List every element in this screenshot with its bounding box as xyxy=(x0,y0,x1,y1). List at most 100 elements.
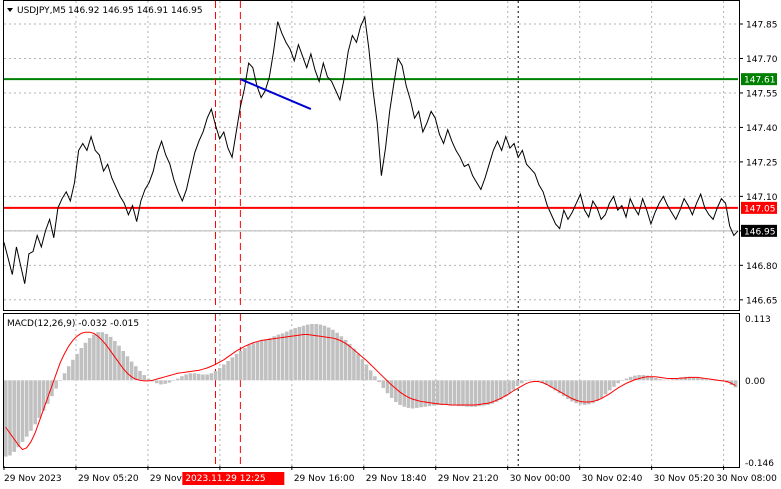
level-tag-bg xyxy=(741,201,777,214)
macd-bar xyxy=(213,370,218,381)
macd-bar xyxy=(377,380,381,383)
price-tick-label: 147.70 xyxy=(746,55,778,65)
price-tick-label: 147.25 xyxy=(746,158,778,168)
macd-bar xyxy=(188,373,193,381)
macd-bar xyxy=(507,380,511,394)
macd-bar xyxy=(314,323,318,381)
macd-bar xyxy=(100,332,105,381)
time-tick-label: 30 Nov 08:00 xyxy=(716,474,777,484)
price-tick-label: 146.65 xyxy=(746,296,778,306)
macd-bar xyxy=(436,380,440,405)
macd-bar xyxy=(662,379,667,381)
macd-bar xyxy=(486,380,490,405)
macd-bar xyxy=(121,350,126,381)
macd-bar xyxy=(666,379,671,381)
macd-bar xyxy=(293,328,297,381)
macd-bar xyxy=(419,380,423,408)
macd-bar xyxy=(352,348,356,381)
macd-bar xyxy=(54,380,58,389)
macd-bar xyxy=(637,375,641,381)
macd-bar xyxy=(394,380,398,403)
macd-bar xyxy=(71,359,75,381)
macd-bar xyxy=(339,336,344,381)
macd-bar xyxy=(8,380,12,456)
macd-bar xyxy=(566,380,570,400)
macd-bar xyxy=(180,376,184,381)
macd-bar xyxy=(326,327,331,381)
macd-bar xyxy=(687,376,692,381)
macd-bar xyxy=(574,380,578,404)
macd-bar xyxy=(318,324,323,381)
macd-bar xyxy=(733,380,738,388)
macd-bar xyxy=(633,375,637,381)
macd-bar xyxy=(159,380,163,385)
macd-tick-label: -0.146 xyxy=(745,459,774,469)
level-tag-bg xyxy=(741,224,777,237)
macd-bar xyxy=(50,380,54,397)
macd-bar xyxy=(209,373,214,381)
macd-bar xyxy=(205,374,209,381)
macd-bar xyxy=(561,380,566,397)
macd-bar xyxy=(616,380,620,384)
macd-bar xyxy=(595,380,599,401)
macd-bar xyxy=(536,380,541,381)
macd-bar xyxy=(230,357,235,381)
macd-bar xyxy=(712,380,717,381)
macd-axis: 0.113 0.00 -0.146 xyxy=(745,315,774,469)
price-line xyxy=(3,15,739,284)
level-tag-label: 147.05 xyxy=(744,204,776,214)
macd-bar xyxy=(16,380,21,448)
macd-bar xyxy=(280,333,285,381)
macd-bar xyxy=(490,380,495,404)
macd-tick-label: 0.00 xyxy=(745,377,765,387)
time-tick-label: 30 Nov 00:00 xyxy=(510,474,571,484)
macd-bar xyxy=(310,323,314,381)
macd-bar xyxy=(96,332,100,381)
macd-bar xyxy=(285,331,289,381)
time-tick-label: 29 Nov 2023 xyxy=(4,474,62,484)
macd-bar xyxy=(297,326,302,381)
macd-bar xyxy=(331,329,335,381)
symbol-label: USDJPY,M5 xyxy=(17,6,66,16)
macd-bar xyxy=(301,325,306,381)
macd-bar xyxy=(154,380,159,384)
macd-bar xyxy=(683,376,688,381)
macd-bar xyxy=(440,380,444,405)
macd-bar xyxy=(83,342,88,381)
macd-bar xyxy=(620,380,625,381)
macd-bar xyxy=(519,380,524,384)
macd-bar xyxy=(268,338,272,381)
macd-histogram xyxy=(4,323,738,457)
macd-signal-line xyxy=(5,331,736,451)
macd-bar xyxy=(175,378,180,381)
macd-bar xyxy=(12,380,16,452)
macd-bar xyxy=(251,343,256,381)
macd-bar xyxy=(33,380,37,425)
macd-bar xyxy=(184,374,188,381)
price-tick-label: 146.80 xyxy=(746,262,778,272)
macd-bar xyxy=(373,376,377,381)
macd-bar xyxy=(4,380,8,457)
time-tick-label: 29 Nov 16:00 xyxy=(294,474,355,484)
macd-bar xyxy=(415,380,419,408)
macd-bar xyxy=(494,380,499,403)
macd-bar xyxy=(498,380,503,400)
macd-bar xyxy=(272,336,276,381)
macd-bar xyxy=(452,380,457,406)
macd-bar xyxy=(528,379,532,381)
collapse-triangle-icon[interactable] xyxy=(7,8,13,12)
macd-bar xyxy=(654,377,658,381)
macd-bar xyxy=(645,375,650,381)
trendline[interactable] xyxy=(239,78,312,110)
macd-label: MACD(12,26,9) -0.032 -0.015 xyxy=(7,319,139,329)
macd-bar xyxy=(41,380,46,411)
macd-bar xyxy=(649,376,654,381)
macd-bar xyxy=(356,353,360,381)
macd-bar xyxy=(24,380,29,437)
macd-bar xyxy=(406,380,411,408)
price-tick-label: 147.55 xyxy=(746,89,778,99)
macd-bar xyxy=(553,380,558,391)
macd-bar xyxy=(255,341,260,381)
macd-bar xyxy=(385,380,390,394)
macd-bar xyxy=(532,379,537,381)
